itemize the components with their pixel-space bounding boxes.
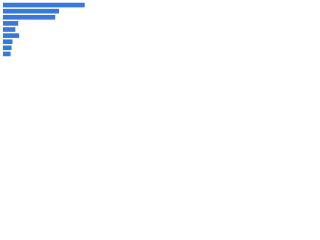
page: {"chart_data": {"type": "barh", "categor… [0,0,100,71]
bar [3,2,85,8]
bar [3,51,11,57]
chart [3,2,85,57]
bar [3,8,60,14]
bar [3,21,19,26]
bar [3,33,20,38]
bar [3,14,56,20]
bar [3,27,16,32]
bar [3,39,13,45]
bar [3,45,12,51]
